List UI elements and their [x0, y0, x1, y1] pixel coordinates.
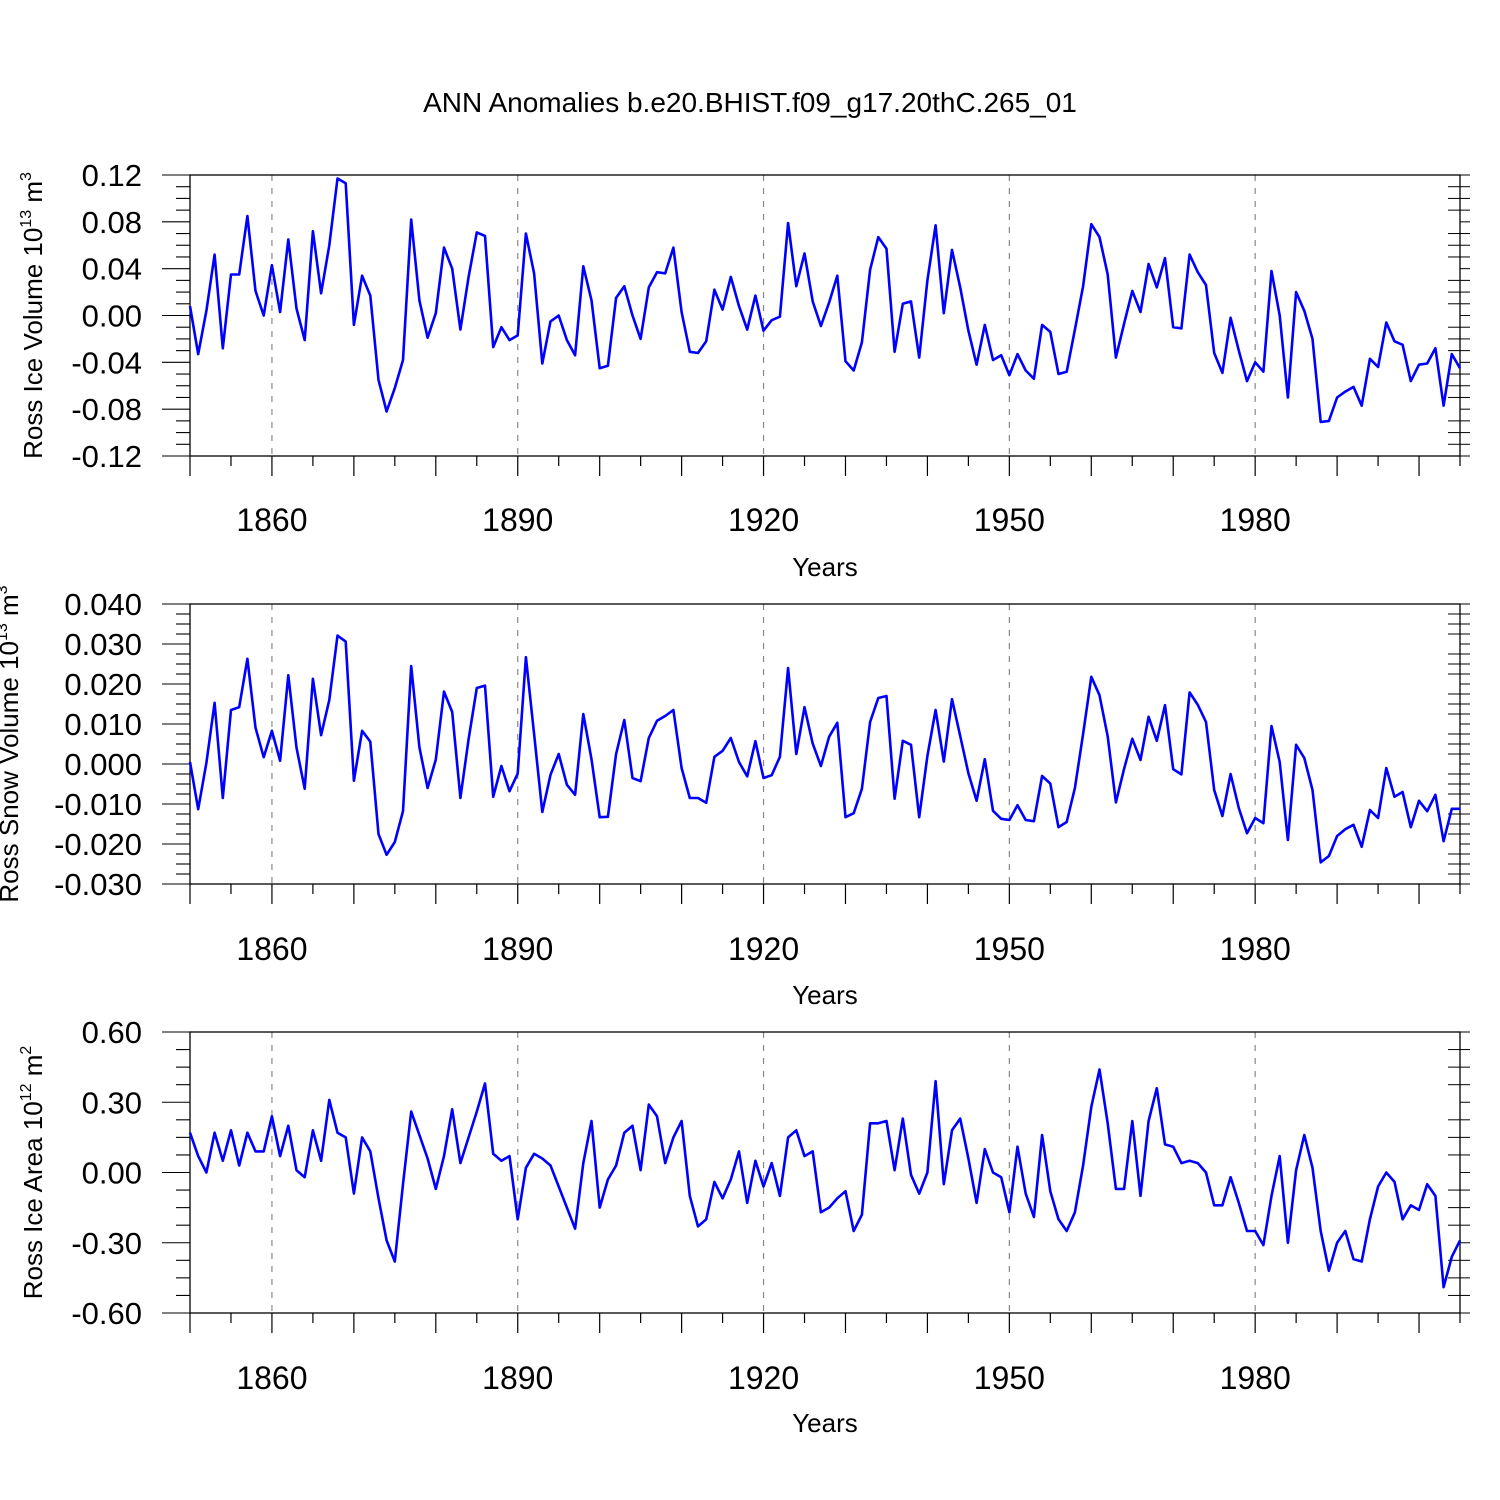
y-axis-label-name: Ross Ice Volume	[18, 257, 48, 459]
y-tick-label: -0.04	[71, 345, 142, 380]
x-tick-label: 1950	[974, 931, 1045, 967]
y-axis-label-unit-sym-exp: 2	[18, 1046, 35, 1055]
series-line	[188, 177, 1462, 424]
y-axis-label-name: Ross Ice Area	[18, 1130, 48, 1299]
chart-panel-1: 1860 1890 1920 1950 1980 Years -0.12 -0.08 -0.04…	[18, 158, 1470, 582]
x-tick-label: 1950	[974, 1360, 1045, 1396]
x-tick-label: 1950	[974, 502, 1045, 538]
y-tick-label: -0.60	[71, 1296, 142, 1331]
x-tick-label: 1980	[1220, 1360, 1291, 1396]
x-tick-label: 1920	[728, 502, 799, 538]
chart-panel-3: 1860 1890 1920 1950 1980 Years -0.60 -0.30 0.00 0…	[18, 1015, 1470, 1438]
y-tick-label: 0.020	[64, 667, 142, 702]
x-tick-label: 1860	[236, 502, 307, 538]
x-axis-label: Years	[792, 980, 858, 1010]
y-tick-label: 0.00	[82, 1156, 142, 1191]
chart-panel-2: 1860 1890 1920 1950 1980 Years -0.030 -0.020 -0.…	[0, 585, 1470, 1010]
x-tick-label: 1890	[482, 931, 553, 967]
y-axis-label-unit-base: 10	[18, 228, 48, 257]
y-tick-label: -0.010	[54, 787, 142, 822]
y-axis-label-unit-exp: 12	[18, 1083, 35, 1101]
y-axis-label-unit-exp: 13	[18, 210, 35, 228]
y-axis-label-unit-sym-exp: 3	[0, 585, 11, 594]
y-tick-label: 0.030	[64, 627, 142, 662]
figure-title: ANN Anomalies b.e20.BHIST.f09_g17.20thC.…	[423, 87, 1077, 118]
x-tick-label: 1980	[1220, 502, 1291, 538]
y-axis-label-unit-sym: m	[18, 181, 48, 210]
y-axis-label: Ross Ice Area 1012 m2	[18, 1046, 48, 1300]
plot-frame	[189, 1031, 1461, 1314]
x-tick-label: 1980	[1220, 931, 1291, 967]
y-axis-label-unit-base: 10	[0, 641, 24, 670]
y-axis-label-unit-sym: m	[18, 1055, 48, 1084]
y-tick-label: 0.12	[82, 158, 142, 193]
y-axis-label-name: Ross Snow Volume	[0, 670, 24, 903]
x-tick-label: 1920	[728, 1360, 799, 1396]
x-tick-label: 1920	[728, 931, 799, 967]
y-axis-label-unit-exp: 13	[0, 623, 11, 641]
x-tick-label: 1890	[482, 502, 553, 538]
y-tick-label: 0.010	[64, 707, 142, 742]
y-tick-label: -0.08	[71, 392, 142, 427]
y-tick-label: 0.30	[82, 1085, 142, 1120]
panels: 1860 1890 1920 1950 1980 Years -0.12 -0.08 -0.04…	[0, 158, 1470, 1438]
series-line	[188, 1068, 1462, 1289]
y-axis-label: Ross Ice Volume 1013 m3	[18, 172, 48, 459]
y-tick-label: -0.12	[71, 439, 142, 474]
y-axis-label: Ross Snow Volume 1013 m3	[0, 585, 24, 902]
y-tick-label: -0.020	[54, 827, 142, 862]
y-axis-label-unit-sym: m	[0, 594, 24, 623]
y-tick-label: 0.04	[82, 252, 142, 287]
x-tick-label: 1890	[482, 1360, 553, 1396]
y-tick-label: 0.08	[82, 205, 142, 240]
x-tick-label: 1860	[236, 931, 307, 967]
series-line	[188, 634, 1460, 864]
y-tick-label: 0.000	[64, 747, 142, 782]
y-tick-label: 0.040	[64, 587, 142, 622]
y-axis-label-unit-base: 10	[18, 1101, 48, 1130]
x-tick-label: 1860	[236, 1360, 307, 1396]
y-tick-label: -0.30	[71, 1226, 142, 1261]
y-axis-label-unit-sym-exp: 3	[18, 172, 35, 181]
y-tick-label: 0.60	[82, 1015, 142, 1050]
x-axis-label: Years	[792, 1408, 858, 1438]
y-tick-label: 0.00	[82, 299, 142, 334]
y-tick-label: -0.030	[54, 867, 142, 902]
x-axis-label: Years	[792, 552, 858, 582]
